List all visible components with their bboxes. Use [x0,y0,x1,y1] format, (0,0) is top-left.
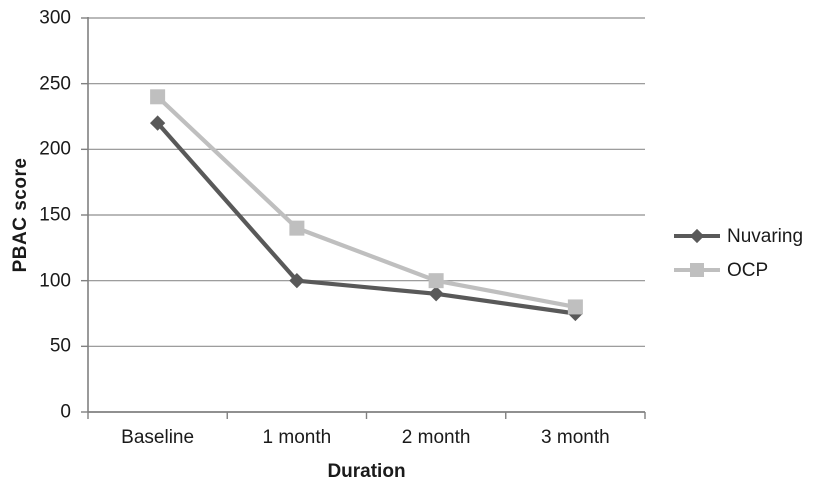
legend-label-ocp: OCP [727,259,769,281]
y-tick-label-0: 0 [60,401,71,423]
y-tick-label-100: 100 [39,270,71,292]
legend-label-nuvaring: Nuvaring [727,225,804,247]
ocp-line-marker-icon [674,263,720,277]
legend-item-nuvaring: Nuvaring [673,222,803,250]
ocp-point-1-month [289,220,305,236]
legend-item-ocp: OCP [673,256,803,284]
x-axis [87,411,646,419]
x-tick-label-3-month: 3 month [541,427,610,448]
y-tick-label-300: 300 [39,7,71,29]
y-tick-label-50: 50 [49,335,71,357]
gridlines [88,17,645,347]
ocp-point-2-month [428,273,444,289]
x-tick-label-1-month: 1 month [262,427,332,448]
series-ocp [150,89,583,315]
nuvaring-point-2-month [428,286,444,302]
nuvaring-line-marker-icon [674,228,720,244]
ocp-point-baseline [150,89,166,105]
nuvaring-legend-marker [689,228,705,244]
y-tick-label-200: 200 [39,138,71,160]
ocp-line [156,95,576,309]
ocp-legend-marker [690,263,704,277]
series-nuvaring [149,115,584,322]
y-axis [81,17,89,413]
x-tick-label-baseline: Baseline [121,427,195,448]
y-tick-label-250: 250 [39,73,71,95]
y-tick-label-150: 150 [39,204,71,226]
x-tick-label-2-month: 2 month [401,427,471,448]
y-axis-title: PBAC score [10,157,31,273]
nuvaring-line [156,121,576,316]
legend: Nuvaring OCP [673,222,803,284]
ocp-point-3-month [567,299,583,315]
x-axis-title: Duration [327,461,406,482]
